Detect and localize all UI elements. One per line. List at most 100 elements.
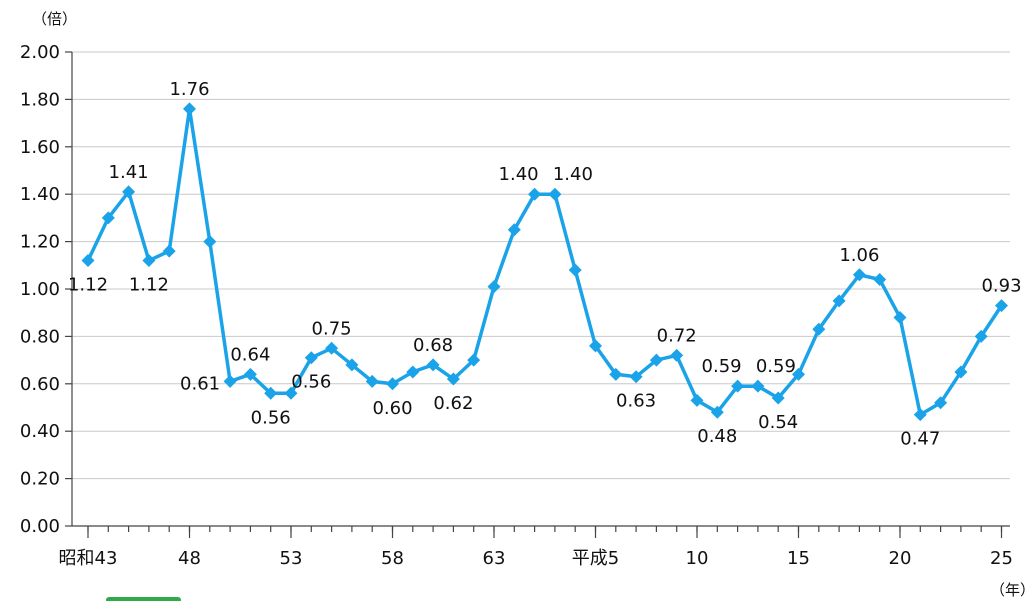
data-point-marker bbox=[101, 211, 115, 225]
data-point-marker bbox=[284, 386, 298, 400]
data-point-marker bbox=[162, 244, 176, 258]
y-tick-label: 0.60 bbox=[20, 374, 60, 395]
x-tick-label: 10 bbox=[686, 548, 709, 569]
data-point-marker bbox=[731, 379, 745, 393]
data-label: 1.41 bbox=[109, 162, 149, 183]
data-labels: 1.12 1.41 1.12 1.76 0.61 0.64 0.560.56 0.75 0.60… bbox=[68, 79, 1022, 450]
y-tick-label: 1.20 bbox=[20, 232, 60, 253]
y-tick-label: 1.40 bbox=[20, 184, 60, 205]
data-point-marker bbox=[446, 372, 460, 386]
data-point-marker bbox=[995, 299, 1008, 313]
data-label: 0.63 bbox=[616, 391, 656, 412]
data-label: 1.12 bbox=[68, 275, 108, 296]
y-tick-label: 0.20 bbox=[20, 469, 60, 490]
data-point-marker bbox=[609, 367, 623, 381]
data-point-marker bbox=[243, 367, 257, 381]
data-label: 1.12 bbox=[129, 275, 169, 296]
y-tick-label: 1.80 bbox=[20, 89, 60, 110]
x-tick-label: 53 bbox=[280, 548, 303, 569]
x-tick-label: 平成5 bbox=[572, 548, 619, 569]
data-point-marker bbox=[589, 339, 602, 353]
data-point-marker bbox=[203, 235, 217, 249]
data-point-marker bbox=[264, 386, 278, 400]
x-tick-labels: 昭和43 48 53 58 63 平成5 10 15 20 25 bbox=[59, 548, 1013, 569]
y-tick-label: 1.00 bbox=[20, 279, 60, 300]
data-point-marker bbox=[954, 365, 968, 379]
data-point-marker bbox=[507, 223, 521, 237]
data-point-marker bbox=[893, 310, 907, 324]
data-label: 0.64 bbox=[230, 344, 270, 365]
legend-swatch bbox=[106, 597, 181, 601]
data-point-marker bbox=[528, 187, 542, 201]
series-line-group bbox=[81, 102, 1008, 422]
data-label: 0.56 bbox=[291, 372, 331, 393]
data-label: 0.61 bbox=[180, 373, 220, 394]
y-unit-label: （倍） bbox=[32, 10, 77, 28]
data-point-marker bbox=[690, 393, 704, 407]
data-point-marker bbox=[792, 367, 805, 381]
data-point-marker bbox=[974, 329, 988, 343]
y-tick-label: 2.00 bbox=[20, 42, 60, 63]
data-point-marker bbox=[568, 263, 582, 277]
data-point-marker bbox=[365, 374, 379, 388]
data-point-marker bbox=[670, 348, 684, 362]
data-point-marker bbox=[771, 391, 785, 405]
data-point-marker bbox=[81, 254, 95, 268]
data-label: 0.54 bbox=[758, 412, 798, 433]
series-line bbox=[86, 107, 1003, 417]
data-point-marker bbox=[122, 185, 136, 199]
data-label: 0.48 bbox=[697, 426, 737, 447]
data-point-marker bbox=[629, 370, 643, 384]
data-point-marker bbox=[649, 353, 663, 367]
data-label: 0.56 bbox=[251, 407, 291, 428]
y-tick-label: 0.40 bbox=[20, 421, 60, 442]
data-label: 0.93 bbox=[981, 276, 1021, 297]
data-label: 0.75 bbox=[312, 318, 352, 339]
y-tick-label: 1.60 bbox=[20, 137, 60, 158]
data-label: 1.40 bbox=[553, 164, 593, 185]
data-point-marker bbox=[426, 358, 440, 372]
data-label: 0.60 bbox=[372, 398, 412, 419]
data-label: 1.76 bbox=[169, 79, 209, 100]
data-point-marker bbox=[223, 374, 237, 388]
axes bbox=[65, 51, 1010, 538]
y-tick-label: 0.80 bbox=[20, 326, 60, 347]
data-point-marker bbox=[406, 365, 420, 379]
y-tick-labels: 0.00 0.20 0.40 0.60 0.80 1.00 1.20 1.40 1.60 1.80… bbox=[20, 42, 60, 537]
x-tick-label: 63 bbox=[483, 548, 506, 569]
data-label: 0.59 bbox=[756, 356, 796, 377]
data-label: 1.40 bbox=[499, 164, 539, 185]
data-point-marker bbox=[873, 273, 887, 287]
data-point-marker bbox=[345, 358, 359, 372]
x-tick-label: 58 bbox=[381, 548, 404, 569]
y-tick-label: 0.00 bbox=[20, 516, 60, 537]
x-tick-label: 20 bbox=[889, 548, 912, 569]
data-point-marker bbox=[467, 353, 481, 367]
x-tick-label: 昭和43 bbox=[59, 548, 118, 569]
x-tick-label: 15 bbox=[787, 548, 810, 569]
data-point-marker bbox=[183, 102, 196, 116]
data-point-marker bbox=[142, 254, 156, 268]
data-point-marker bbox=[812, 322, 826, 336]
data-point-marker bbox=[913, 408, 927, 422]
data-point-marker bbox=[325, 341, 339, 355]
x-unit-label: （年） bbox=[990, 581, 1028, 599]
data-label: 0.72 bbox=[657, 325, 697, 346]
data-point-marker bbox=[386, 377, 399, 391]
data-point-marker bbox=[548, 187, 562, 201]
x-tick-label: 25 bbox=[990, 548, 1013, 569]
data-point-marker bbox=[304, 351, 318, 365]
data-point-marker bbox=[710, 405, 724, 419]
data-label: 0.47 bbox=[900, 429, 940, 450]
data-label: 1.06 bbox=[839, 245, 879, 266]
data-point-marker bbox=[487, 280, 501, 294]
data-point-marker bbox=[751, 379, 765, 393]
data-point-marker bbox=[852, 268, 866, 282]
data-label: 0.68 bbox=[413, 335, 453, 356]
data-point-marker bbox=[934, 396, 948, 410]
data-label: 0.62 bbox=[433, 393, 473, 414]
data-label: 0.59 bbox=[702, 356, 742, 377]
x-tick-label: 48 bbox=[178, 548, 201, 569]
data-point-marker bbox=[832, 294, 846, 308]
